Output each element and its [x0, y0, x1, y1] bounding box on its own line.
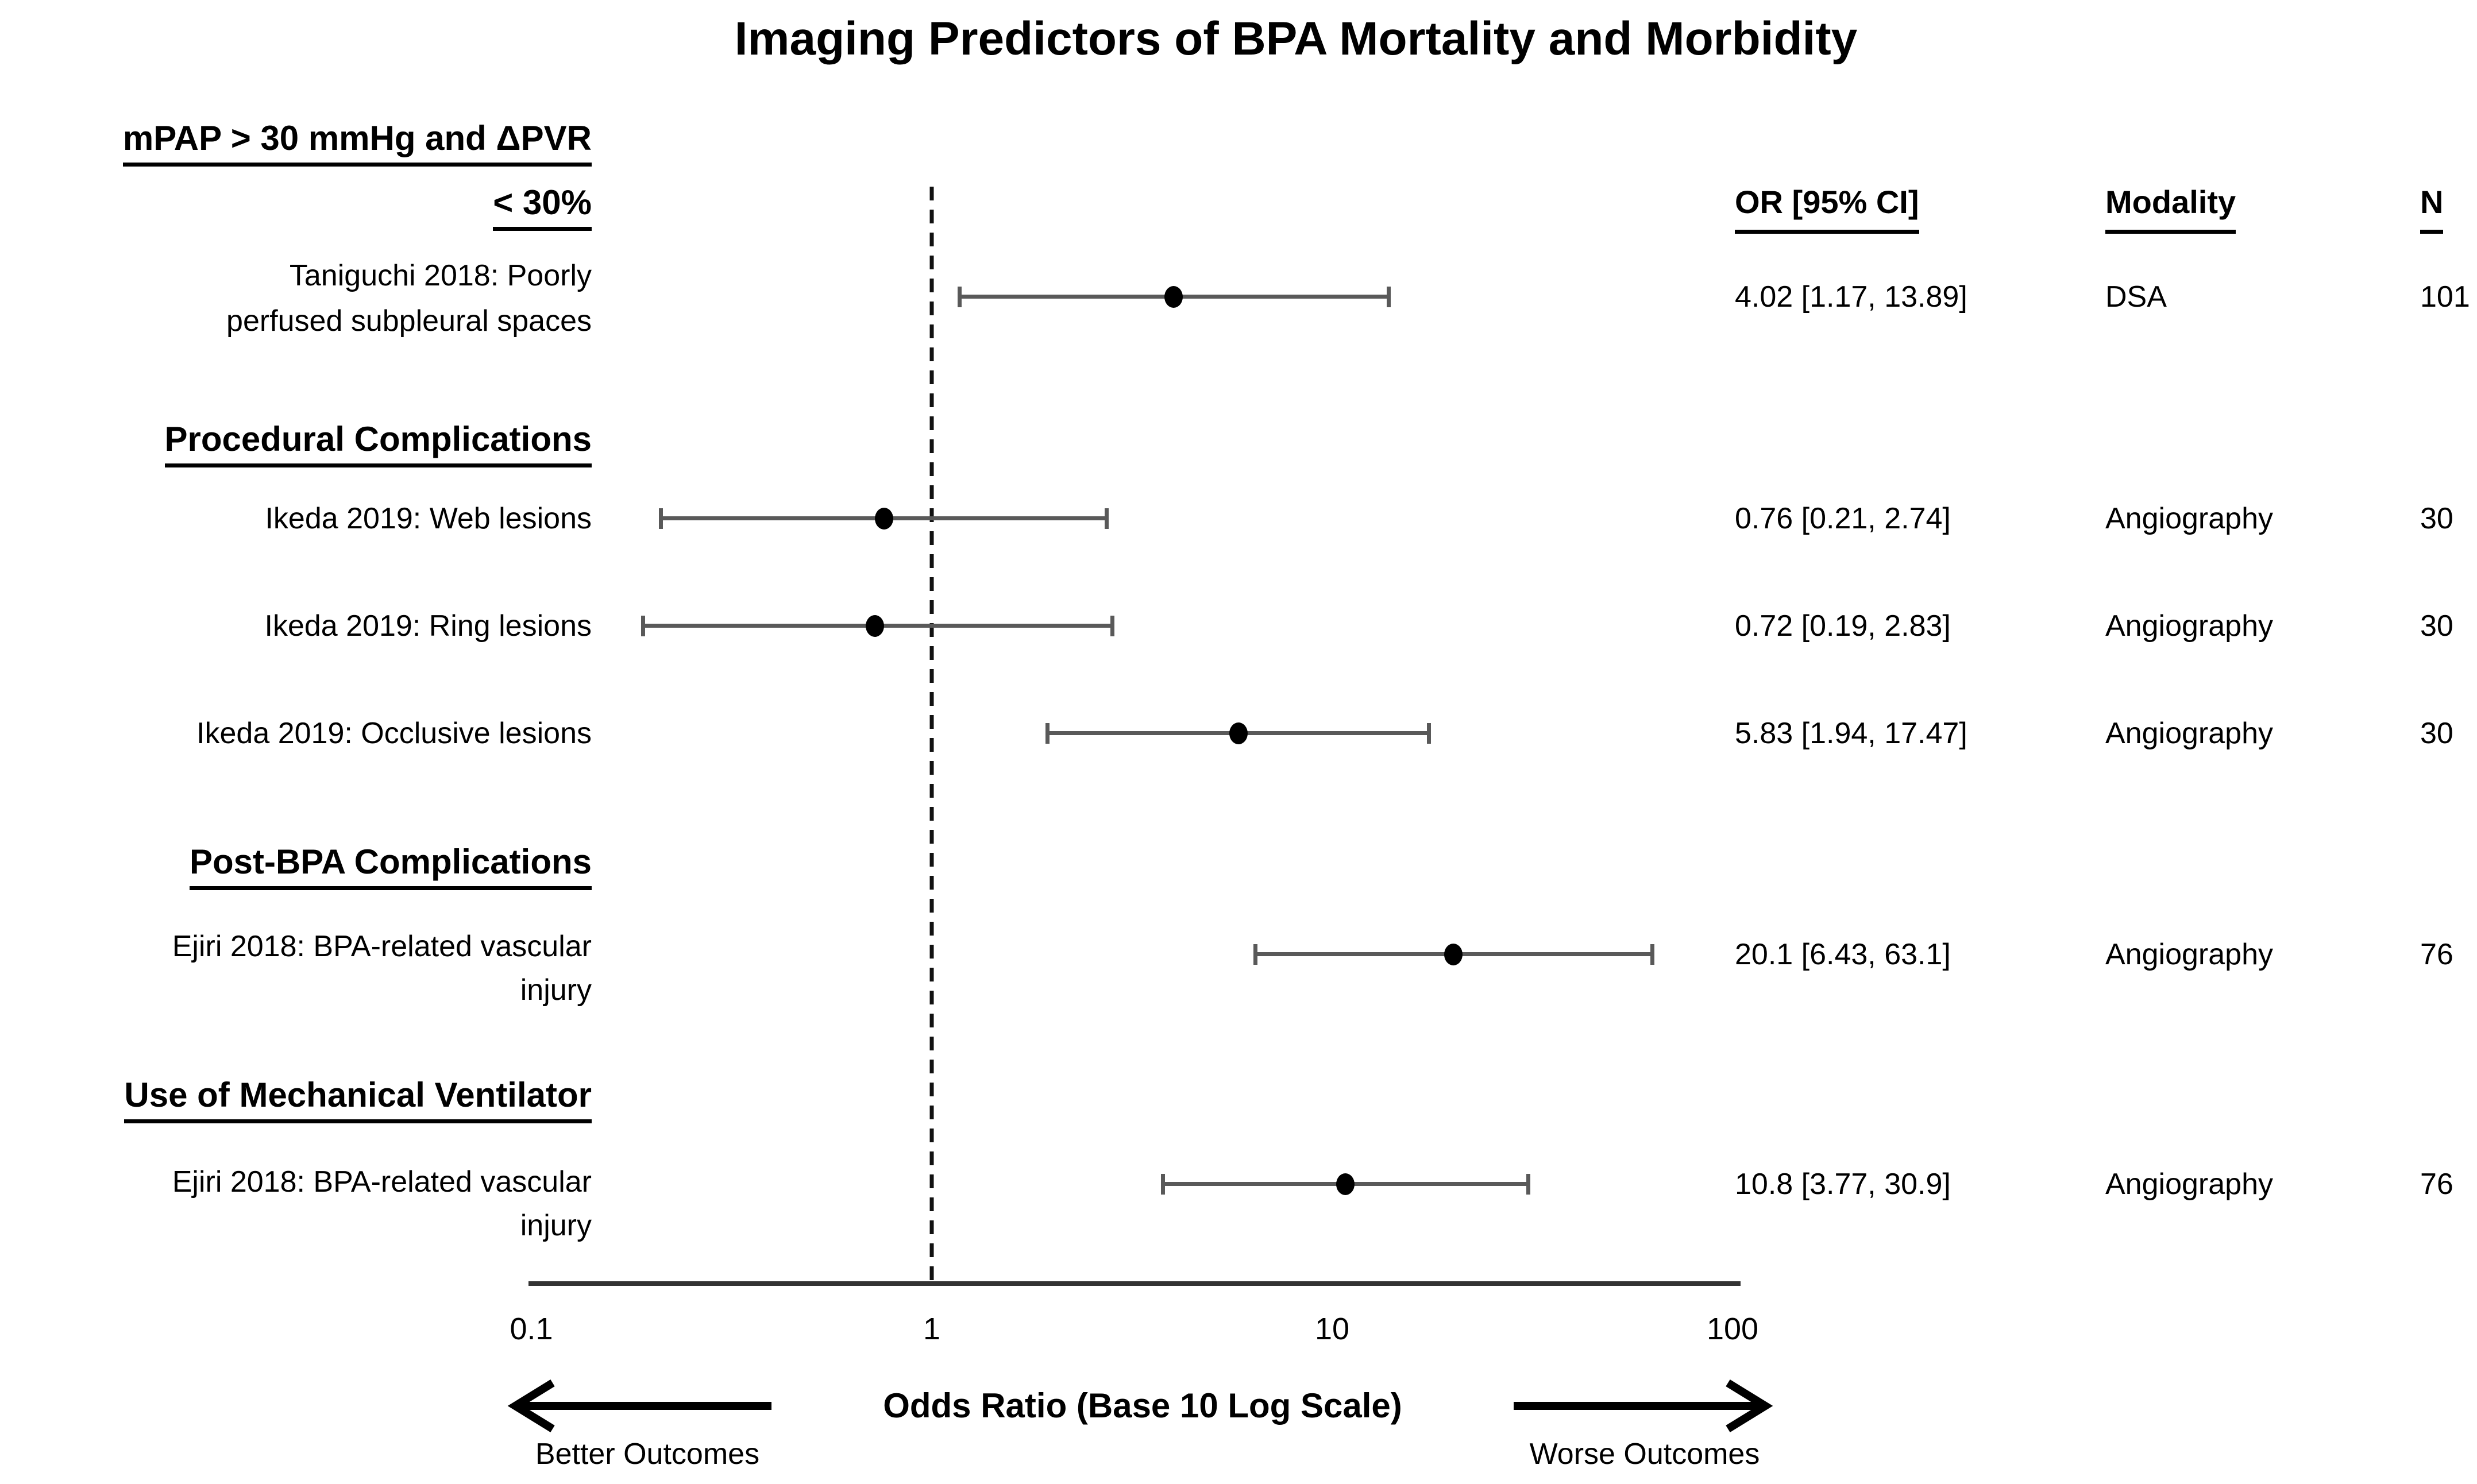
x-tick-100: 100 [1706, 1312, 1759, 1346]
ci-cap-low [658, 508, 663, 529]
or-ci-value: 0.76 [0.21, 2.74] [1735, 502, 1951, 535]
or-ci-value: 5.83 [1.94, 17.47] [1735, 717, 1967, 750]
section-header-procedural: Procedural Complications [0, 419, 592, 467]
better-outcomes-arrow [507, 1379, 771, 1432]
section-header-post-bpa: Post-BPA Complications [0, 842, 592, 890]
or-point [874, 508, 893, 530]
ci-cap-low [1160, 1174, 1165, 1195]
or-point [1336, 1173, 1355, 1195]
n-value: 30 [2420, 609, 2453, 643]
x-tick-1: 1 [923, 1312, 941, 1346]
modality-value: Angiography [2105, 502, 2273, 535]
ci-cap-low [641, 616, 646, 636]
n-value: 101 [2420, 280, 2470, 314]
section-header-mpap-line1: mPAP > 30 mmHg and ΔPVR [0, 118, 592, 167]
or-ci-value: 0.72 [0.19, 2.83] [1735, 609, 1951, 643]
x-tick-0.1: 0.1 [510, 1312, 553, 1346]
study-label: Ikeda 2019: Occlusive lesions [196, 717, 592, 750]
or-point [1164, 286, 1183, 308]
or-point [1229, 722, 1248, 744]
chart-title: Imaging Predictors of BPA Mortality and … [734, 13, 1858, 65]
ci-cap-high [1105, 508, 1109, 529]
worse-outcomes-arrow [1514, 1379, 1773, 1432]
ci-cap-low [1045, 723, 1050, 744]
section-header-ventilator: Use of Mechanical Ventilator [0, 1075, 592, 1123]
ci-cap-high [1426, 723, 1431, 744]
ci-cap-low [957, 287, 962, 307]
n-value: 76 [2420, 1168, 2453, 1201]
better-outcomes-label: Better Outcomes [535, 1437, 760, 1471]
ci-cap-high [1526, 1174, 1530, 1195]
modality-value: Angiography [2105, 1168, 2273, 1201]
modality-value: Angiography [2105, 609, 2273, 643]
ci-cap-low [1253, 944, 1258, 965]
x-tick-10: 10 [1314, 1312, 1350, 1346]
study-label: Ejiri 2018: BPA-related vascular [172, 1165, 592, 1199]
n-value: 30 [2420, 717, 2453, 750]
n-value: 76 [2420, 938, 2453, 971]
or-ci-value: 20.1 [6.43, 63.1] [1735, 938, 1951, 971]
study-label: injury [520, 1209, 592, 1242]
x-axis-title: Odds Ratio (Base 10 Log Scale) [883, 1386, 1402, 1425]
modality-value: DSA [2105, 280, 2167, 314]
ci-cap-high [1387, 287, 1391, 307]
study-label: injury [520, 973, 592, 1007]
study-label: Ikeda 2019: Ring lesions [264, 609, 592, 643]
study-label: perfused subpleural spaces [226, 304, 592, 338]
n-value: 30 [2420, 502, 2453, 535]
or-ci-value: 4.02 [1.17, 13.89] [1735, 280, 1967, 314]
study-label: Ejiri 2018: BPA-related vascular [172, 930, 592, 963]
column-header-or-ci: OR [95% CI] [1735, 179, 1919, 234]
worse-outcomes-label: Worse Outcomes [1529, 1437, 1760, 1471]
or-point [1444, 944, 1463, 965]
column-header-n: N [2420, 179, 2444, 234]
study-label: Taniguchi 2018: Poorly [289, 259, 592, 292]
study-label: Ikeda 2019: Web lesions [265, 502, 592, 535]
or-ci-value: 10.8 [3.77, 30.9] [1735, 1168, 1951, 1201]
ci-cap-high [1110, 616, 1114, 636]
section-header-mpap-line2: < 30% [0, 183, 592, 231]
modality-value: Angiography [2105, 717, 2273, 750]
modality-value: Angiography [2105, 938, 2273, 971]
column-header-modality: Modality [2105, 179, 2236, 234]
or-point [865, 615, 884, 637]
ci-cap-high [1650, 944, 1654, 965]
